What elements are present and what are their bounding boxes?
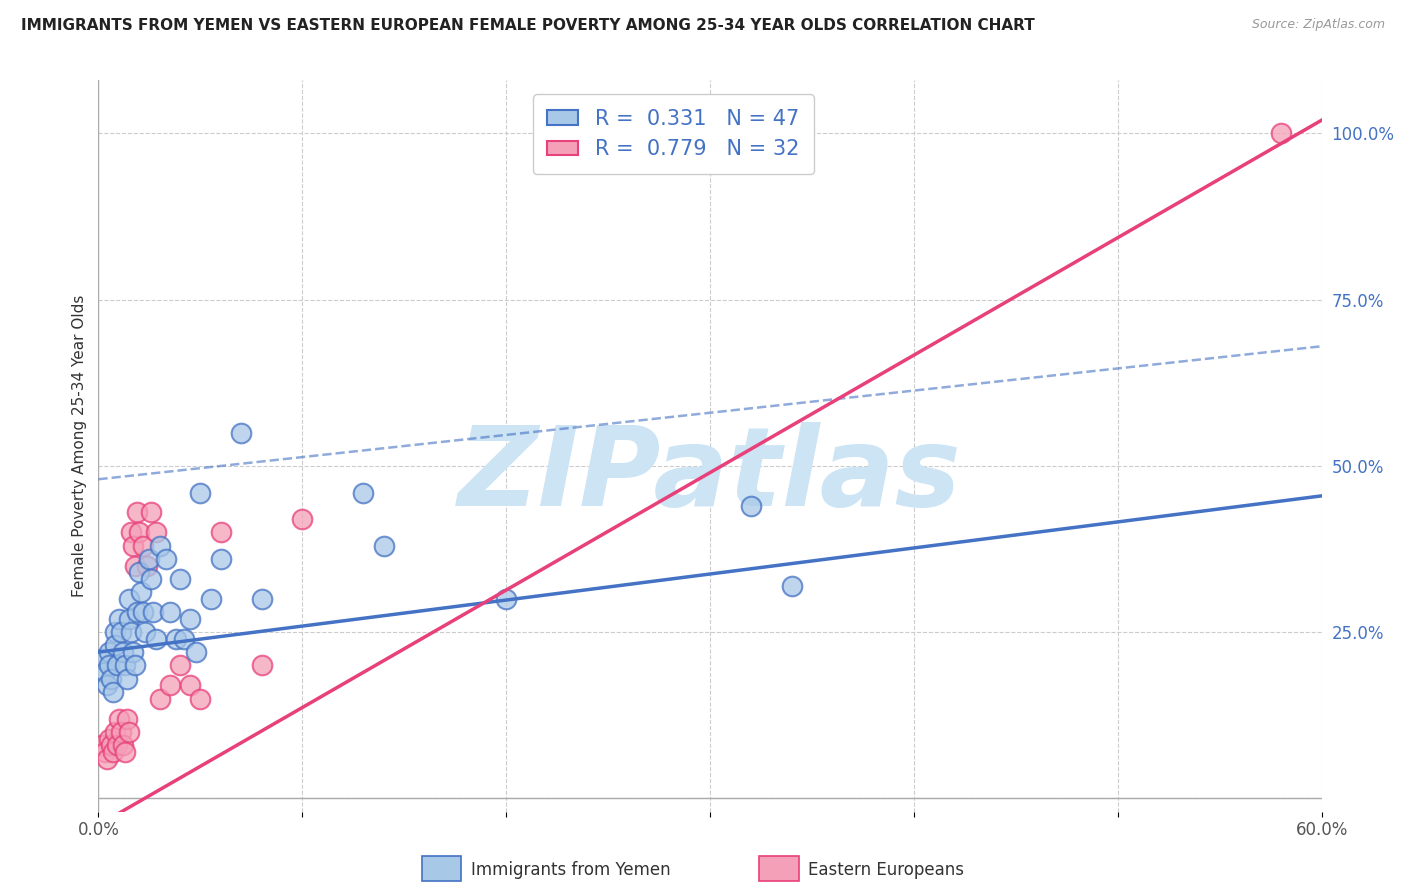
Point <box>93 745 115 759</box>
Point <box>96 678 118 692</box>
Point <box>110 625 132 640</box>
Point <box>122 645 145 659</box>
Point <box>97 731 120 746</box>
Point <box>110 725 132 739</box>
Point <box>209 525 232 540</box>
Point <box>104 725 127 739</box>
Point <box>136 558 159 573</box>
Point <box>169 658 191 673</box>
Point <box>165 632 187 646</box>
Point <box>186 645 208 659</box>
Point <box>188 691 212 706</box>
Point <box>118 725 141 739</box>
Point <box>101 685 124 699</box>
Point <box>101 745 124 759</box>
Point <box>495 591 517 606</box>
Point <box>145 632 167 646</box>
Text: Source: ZipAtlas.com: Source: ZipAtlas.com <box>1251 18 1385 31</box>
Point <box>127 605 149 619</box>
Point <box>115 712 138 726</box>
Point <box>104 625 127 640</box>
Point <box>91 652 114 666</box>
Point <box>149 691 172 706</box>
Point <box>118 612 141 626</box>
Text: Eastern Europeans: Eastern Europeans <box>808 861 965 879</box>
Point <box>173 632 195 646</box>
Point <box>97 645 120 659</box>
Point <box>200 591 222 606</box>
Point <box>97 658 120 673</box>
Point <box>141 506 163 520</box>
Text: Immigrants from Yemen: Immigrants from Yemen <box>471 861 671 879</box>
Point <box>138 552 160 566</box>
Point <box>105 738 128 752</box>
Legend: R =  0.331   N = 47, R =  0.779   N = 32: R = 0.331 N = 47, R = 0.779 N = 32 <box>533 95 814 174</box>
Point <box>96 751 118 765</box>
Point <box>111 738 134 752</box>
Point <box>122 539 145 553</box>
Point <box>740 499 762 513</box>
Point <box>780 579 803 593</box>
Point <box>179 678 201 692</box>
Point <box>159 605 181 619</box>
Point <box>120 525 142 540</box>
Point <box>129 585 152 599</box>
Point <box>128 566 150 580</box>
Point <box>149 539 172 553</box>
Point <box>100 672 122 686</box>
Point <box>115 672 138 686</box>
Y-axis label: Female Poverty Among 25-34 Year Olds: Female Poverty Among 25-34 Year Olds <box>72 295 87 597</box>
Point <box>124 558 146 573</box>
Point <box>209 552 232 566</box>
Point <box>114 658 136 673</box>
Point <box>155 552 177 566</box>
Point <box>169 572 191 586</box>
Point <box>1270 127 1292 141</box>
Point <box>132 539 155 553</box>
Point <box>159 678 181 692</box>
Point <box>141 572 163 586</box>
Point <box>250 658 273 673</box>
Point <box>188 485 212 500</box>
Point <box>134 625 156 640</box>
Point <box>118 591 141 606</box>
Point <box>128 525 150 540</box>
Point <box>145 525 167 540</box>
Point <box>114 745 136 759</box>
Point <box>111 645 134 659</box>
Point <box>108 612 131 626</box>
Point <box>104 639 127 653</box>
Point <box>100 738 122 752</box>
Point <box>91 738 114 752</box>
Text: ZIPatlas: ZIPatlas <box>458 422 962 529</box>
Point <box>231 425 253 440</box>
Point <box>120 625 142 640</box>
Point <box>105 658 128 673</box>
Point <box>108 712 131 726</box>
Point <box>132 605 155 619</box>
Point <box>179 612 201 626</box>
Point <box>93 665 115 679</box>
Point <box>291 512 314 526</box>
Point <box>127 506 149 520</box>
Point <box>142 605 165 619</box>
Point <box>352 485 374 500</box>
Point <box>250 591 273 606</box>
Point <box>124 658 146 673</box>
Text: IMMIGRANTS FROM YEMEN VS EASTERN EUROPEAN FEMALE POVERTY AMONG 25-34 YEAR OLDS C: IMMIGRANTS FROM YEMEN VS EASTERN EUROPEA… <box>21 18 1035 33</box>
Point <box>373 539 395 553</box>
